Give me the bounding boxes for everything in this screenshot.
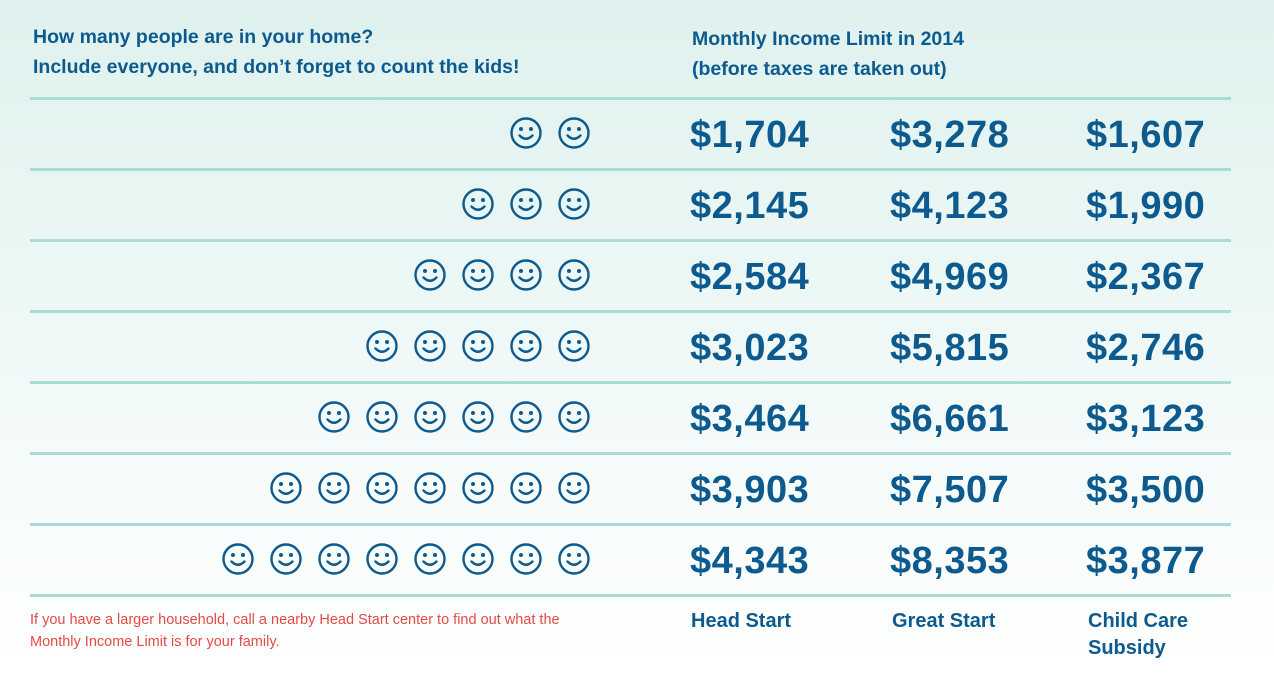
question-line-1: How many people are in your home? [33,26,374,48]
smiley-face-icon [495,329,543,365]
income-table: $1,704 $3,278 $1,607 $2,145 $4,123 $1,990 $2,5… [30,97,1231,597]
larger-household-note: If you have a larger household, call a n… [30,609,630,653]
smiley-face-icon [399,258,447,294]
table-row: $1,704 $3,278 $1,607 [30,97,1231,168]
head-start-amount: $3,464 [690,398,810,440]
child-care-amount: $1,990 [1086,185,1206,227]
smiley-face-icon [399,400,447,436]
smiley-face-icon [447,471,495,507]
smiley-face-icon [495,471,543,507]
smiley-face-icon [255,542,303,578]
smiley-face-icon [399,471,447,507]
note-line-1: If you have a larger household, call a n… [30,612,560,628]
limit-line-2: (before taxes are taken out) [692,58,947,80]
child-care-amount: $2,367 [1086,256,1206,298]
smiley-face-icon [303,471,351,507]
smiley-face-icon [543,116,591,152]
head-start-amount: $1,704 [690,114,810,156]
program-child-care-label: Child Care Subsidy [1088,608,1188,662]
program-head-start-label: Head Start [691,610,792,632]
household-question: How many people are in your home? Includ… [33,22,519,82]
smiley-face-icon [543,329,591,365]
household-size-faces [495,116,591,152]
note-line-2: Monthly Income Limit is for your family. [30,634,280,650]
great-start-amount: $3,278 [890,114,1010,156]
smiley-face-icon [495,258,543,294]
smiley-face-icon [303,400,351,436]
head-start-amount: $3,903 [690,469,810,511]
question-line-2: Include everyone, and don’t forget to co… [33,56,520,78]
child-care-amount: $3,877 [1086,540,1206,582]
great-start-amount: $6,661 [890,398,1010,440]
income-limit-heading: Monthly Income Limit in 2014 (before tax… [692,24,964,84]
smiley-face-icon [351,542,399,578]
smiley-face-icon [351,400,399,436]
table-row: $2,584 $4,969 $2,367 [30,239,1231,310]
smiley-face-icon [399,329,447,365]
table-row: $2,145 $4,123 $1,990 [30,168,1231,239]
smiley-face-icon [351,329,399,365]
household-size-faces [447,187,591,223]
limit-line-1: Monthly Income Limit in 2014 [692,28,964,50]
smiley-face-icon [447,542,495,578]
smiley-face-icon [543,187,591,223]
household-size-faces [255,471,591,507]
smiley-face-icon [207,542,255,578]
table-row: $4,343 $8,353 $3,877 [30,523,1231,597]
great-start-amount: $7,507 [890,469,1010,511]
head-start-amount: $2,145 [690,185,810,227]
child-care-amount: $3,500 [1086,469,1206,511]
child-care-amount: $2,746 [1086,327,1206,369]
smiley-face-icon [255,471,303,507]
great-start-amount: $4,123 [890,185,1010,227]
smiley-face-icon [303,542,351,578]
smiley-face-icon [495,400,543,436]
table-row: $3,023 $5,815 $2,746 [30,310,1231,381]
smiley-face-icon [543,400,591,436]
household-size-faces [303,400,591,436]
table-row: $3,903 $7,507 $3,500 [30,452,1231,523]
smiley-face-icon [447,400,495,436]
great-start-amount: $4,969 [890,256,1010,298]
household-size-faces [399,258,591,294]
smiley-face-icon [399,542,447,578]
smiley-face-icon [495,116,543,152]
household-size-faces [351,329,591,365]
smiley-face-icon [495,542,543,578]
smiley-face-icon [447,258,495,294]
table-row: $3,464 $6,661 $3,123 [30,381,1231,452]
smiley-face-icon [447,329,495,365]
head-start-amount: $2,584 [690,256,810,298]
child-care-amount: $3,123 [1086,398,1206,440]
head-start-amount: $4,343 [690,540,810,582]
great-start-amount: $5,815 [890,327,1010,369]
smiley-face-icon [543,258,591,294]
smiley-face-icon [543,471,591,507]
smiley-face-icon [543,542,591,578]
program-great-start-label: Great Start [892,610,996,632]
smiley-face-icon [495,187,543,223]
household-size-faces [207,542,591,578]
child-care-amount: $1,607 [1086,114,1206,156]
smiley-face-icon [351,471,399,507]
head-start-amount: $3,023 [690,327,810,369]
great-start-amount: $8,353 [890,540,1010,582]
smiley-face-icon [447,187,495,223]
program-child-care-line-2: Subsidy [1088,637,1166,659]
program-child-care-line-1: Child Care [1088,610,1189,632]
